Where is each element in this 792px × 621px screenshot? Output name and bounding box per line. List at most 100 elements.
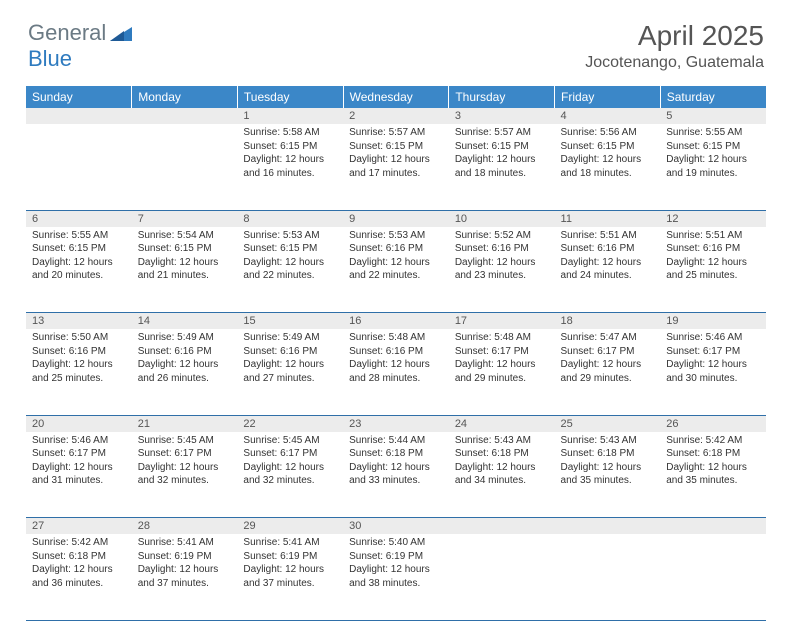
day-cell [132,124,238,210]
day-line: and 29 minutes. [455,372,549,386]
day-number: 25 [555,415,661,432]
day-line: Sunset: 6:18 PM [666,447,760,461]
day-content: Sunrise: 5:52 AMSunset: 6:16 PMDaylight:… [449,227,555,287]
day-number: 8 [237,210,343,227]
day-line: and 32 minutes. [243,474,337,488]
day-line: Daylight: 12 hours [349,358,443,372]
day-line: Daylight: 12 hours [243,256,337,270]
day-line: Sunrise: 5:52 AM [455,229,549,243]
day-cell: Sunrise: 5:50 AMSunset: 6:16 PMDaylight:… [26,329,132,415]
day-number [660,518,766,535]
weekday-header: Monday [132,86,238,108]
weekday-header: Wednesday [343,86,449,108]
day-line: Sunrise: 5:51 AM [666,229,760,243]
day-content: Sunrise: 5:41 AMSunset: 6:19 PMDaylight:… [237,534,343,594]
location: Jocotenango, Guatemala [585,54,764,72]
day-content: Sunrise: 5:44 AMSunset: 6:18 PMDaylight:… [343,432,449,492]
day-content: Sunrise: 5:53 AMSunset: 6:15 PMDaylight:… [237,227,343,287]
day-content: Sunrise: 5:47 AMSunset: 6:17 PMDaylight:… [555,329,661,389]
day-line: and 38 minutes. [349,577,443,591]
day-line: Sunset: 6:16 PM [138,345,232,359]
day-number: 6 [26,210,132,227]
day-line: Daylight: 12 hours [666,153,760,167]
day-line: Sunrise: 5:47 AM [561,331,655,345]
day-line: Sunset: 6:17 PM [243,447,337,461]
day-line: Daylight: 12 hours [243,461,337,475]
weekday-header: Tuesday [237,86,343,108]
day-line: Daylight: 12 hours [349,461,443,475]
daynum-row: 20212223242526 [26,415,766,432]
daynum-row: 12345 [26,108,766,124]
logo: General [28,20,134,46]
day-line: Sunrise: 5:41 AM [243,536,337,550]
day-line: Sunrise: 5:53 AM [349,229,443,243]
day-line: Sunrise: 5:45 AM [138,434,232,448]
week-row: Sunrise: 5:58 AMSunset: 6:15 PMDaylight:… [26,124,766,210]
day-number: 29 [237,518,343,535]
day-line: Daylight: 12 hours [138,461,232,475]
day-cell: Sunrise: 5:55 AMSunset: 6:15 PMDaylight:… [660,124,766,210]
day-line: and 18 minutes. [561,167,655,181]
day-number: 10 [449,210,555,227]
day-content: Sunrise: 5:54 AMSunset: 6:15 PMDaylight:… [132,227,238,287]
day-line: Daylight: 12 hours [349,256,443,270]
day-number: 17 [449,313,555,330]
day-line: Daylight: 12 hours [666,461,760,475]
day-line: and 25 minutes. [32,372,126,386]
day-line: and 25 minutes. [666,269,760,283]
day-number: 30 [343,518,449,535]
day-line: and 33 minutes. [349,474,443,488]
day-content: Sunrise: 5:42 AMSunset: 6:18 PMDaylight:… [660,432,766,492]
day-line: Sunset: 6:15 PM [32,242,126,256]
day-line: Sunrise: 5:48 AM [455,331,549,345]
day-number: 18 [555,313,661,330]
day-line: Daylight: 12 hours [455,358,549,372]
day-cell: Sunrise: 5:40 AMSunset: 6:19 PMDaylight:… [343,534,449,620]
day-number: 3 [449,108,555,124]
day-cell: Sunrise: 5:53 AMSunset: 6:16 PMDaylight:… [343,227,449,313]
day-number [555,518,661,535]
day-line: and 31 minutes. [32,474,126,488]
day-line: Sunset: 6:16 PM [32,345,126,359]
day-line: Sunrise: 5:49 AM [138,331,232,345]
day-line: Sunset: 6:18 PM [349,447,443,461]
day-line: Daylight: 12 hours [32,358,126,372]
day-line: Sunset: 6:15 PM [243,242,337,256]
day-line: Sunset: 6:16 PM [349,242,443,256]
day-line: and 22 minutes. [349,269,443,283]
day-line: and 16 minutes. [243,167,337,181]
day-content: Sunrise: 5:51 AMSunset: 6:16 PMDaylight:… [555,227,661,287]
day-line: Daylight: 12 hours [561,461,655,475]
day-line: Daylight: 12 hours [666,256,760,270]
day-line: Sunset: 6:18 PM [32,550,126,564]
day-line: and 37 minutes. [243,577,337,591]
week-row: Sunrise: 5:46 AMSunset: 6:17 PMDaylight:… [26,432,766,518]
day-number: 2 [343,108,449,124]
day-line: Daylight: 12 hours [349,153,443,167]
day-line: and 35 minutes. [666,474,760,488]
month-title: April 2025 [585,20,764,52]
day-cell: Sunrise: 5:51 AMSunset: 6:16 PMDaylight:… [660,227,766,313]
day-number: 20 [26,415,132,432]
day-number: 24 [449,415,555,432]
day-line: Sunrise: 5:57 AM [455,126,549,140]
day-number: 12 [660,210,766,227]
day-line: Sunset: 6:15 PM [243,140,337,154]
day-line: Sunrise: 5:40 AM [349,536,443,550]
day-line: Daylight: 12 hours [243,153,337,167]
day-line: Daylight: 12 hours [138,256,232,270]
week-row: Sunrise: 5:50 AMSunset: 6:16 PMDaylight:… [26,329,766,415]
day-line: and 32 minutes. [138,474,232,488]
day-line: Daylight: 12 hours [32,461,126,475]
day-cell [660,534,766,620]
day-line: Sunrise: 5:42 AM [32,536,126,550]
day-line: Daylight: 12 hours [455,461,549,475]
logo-text-general: General [28,20,106,46]
day-line: Sunrise: 5:41 AM [138,536,232,550]
day-line: Sunrise: 5:58 AM [243,126,337,140]
day-cell: Sunrise: 5:45 AMSunset: 6:17 PMDaylight:… [237,432,343,518]
day-content: Sunrise: 5:43 AMSunset: 6:18 PMDaylight:… [449,432,555,492]
weekday-header: Thursday [449,86,555,108]
header: General April 2025 Jocotenango, Guatemal… [0,0,792,78]
day-cell [26,124,132,210]
